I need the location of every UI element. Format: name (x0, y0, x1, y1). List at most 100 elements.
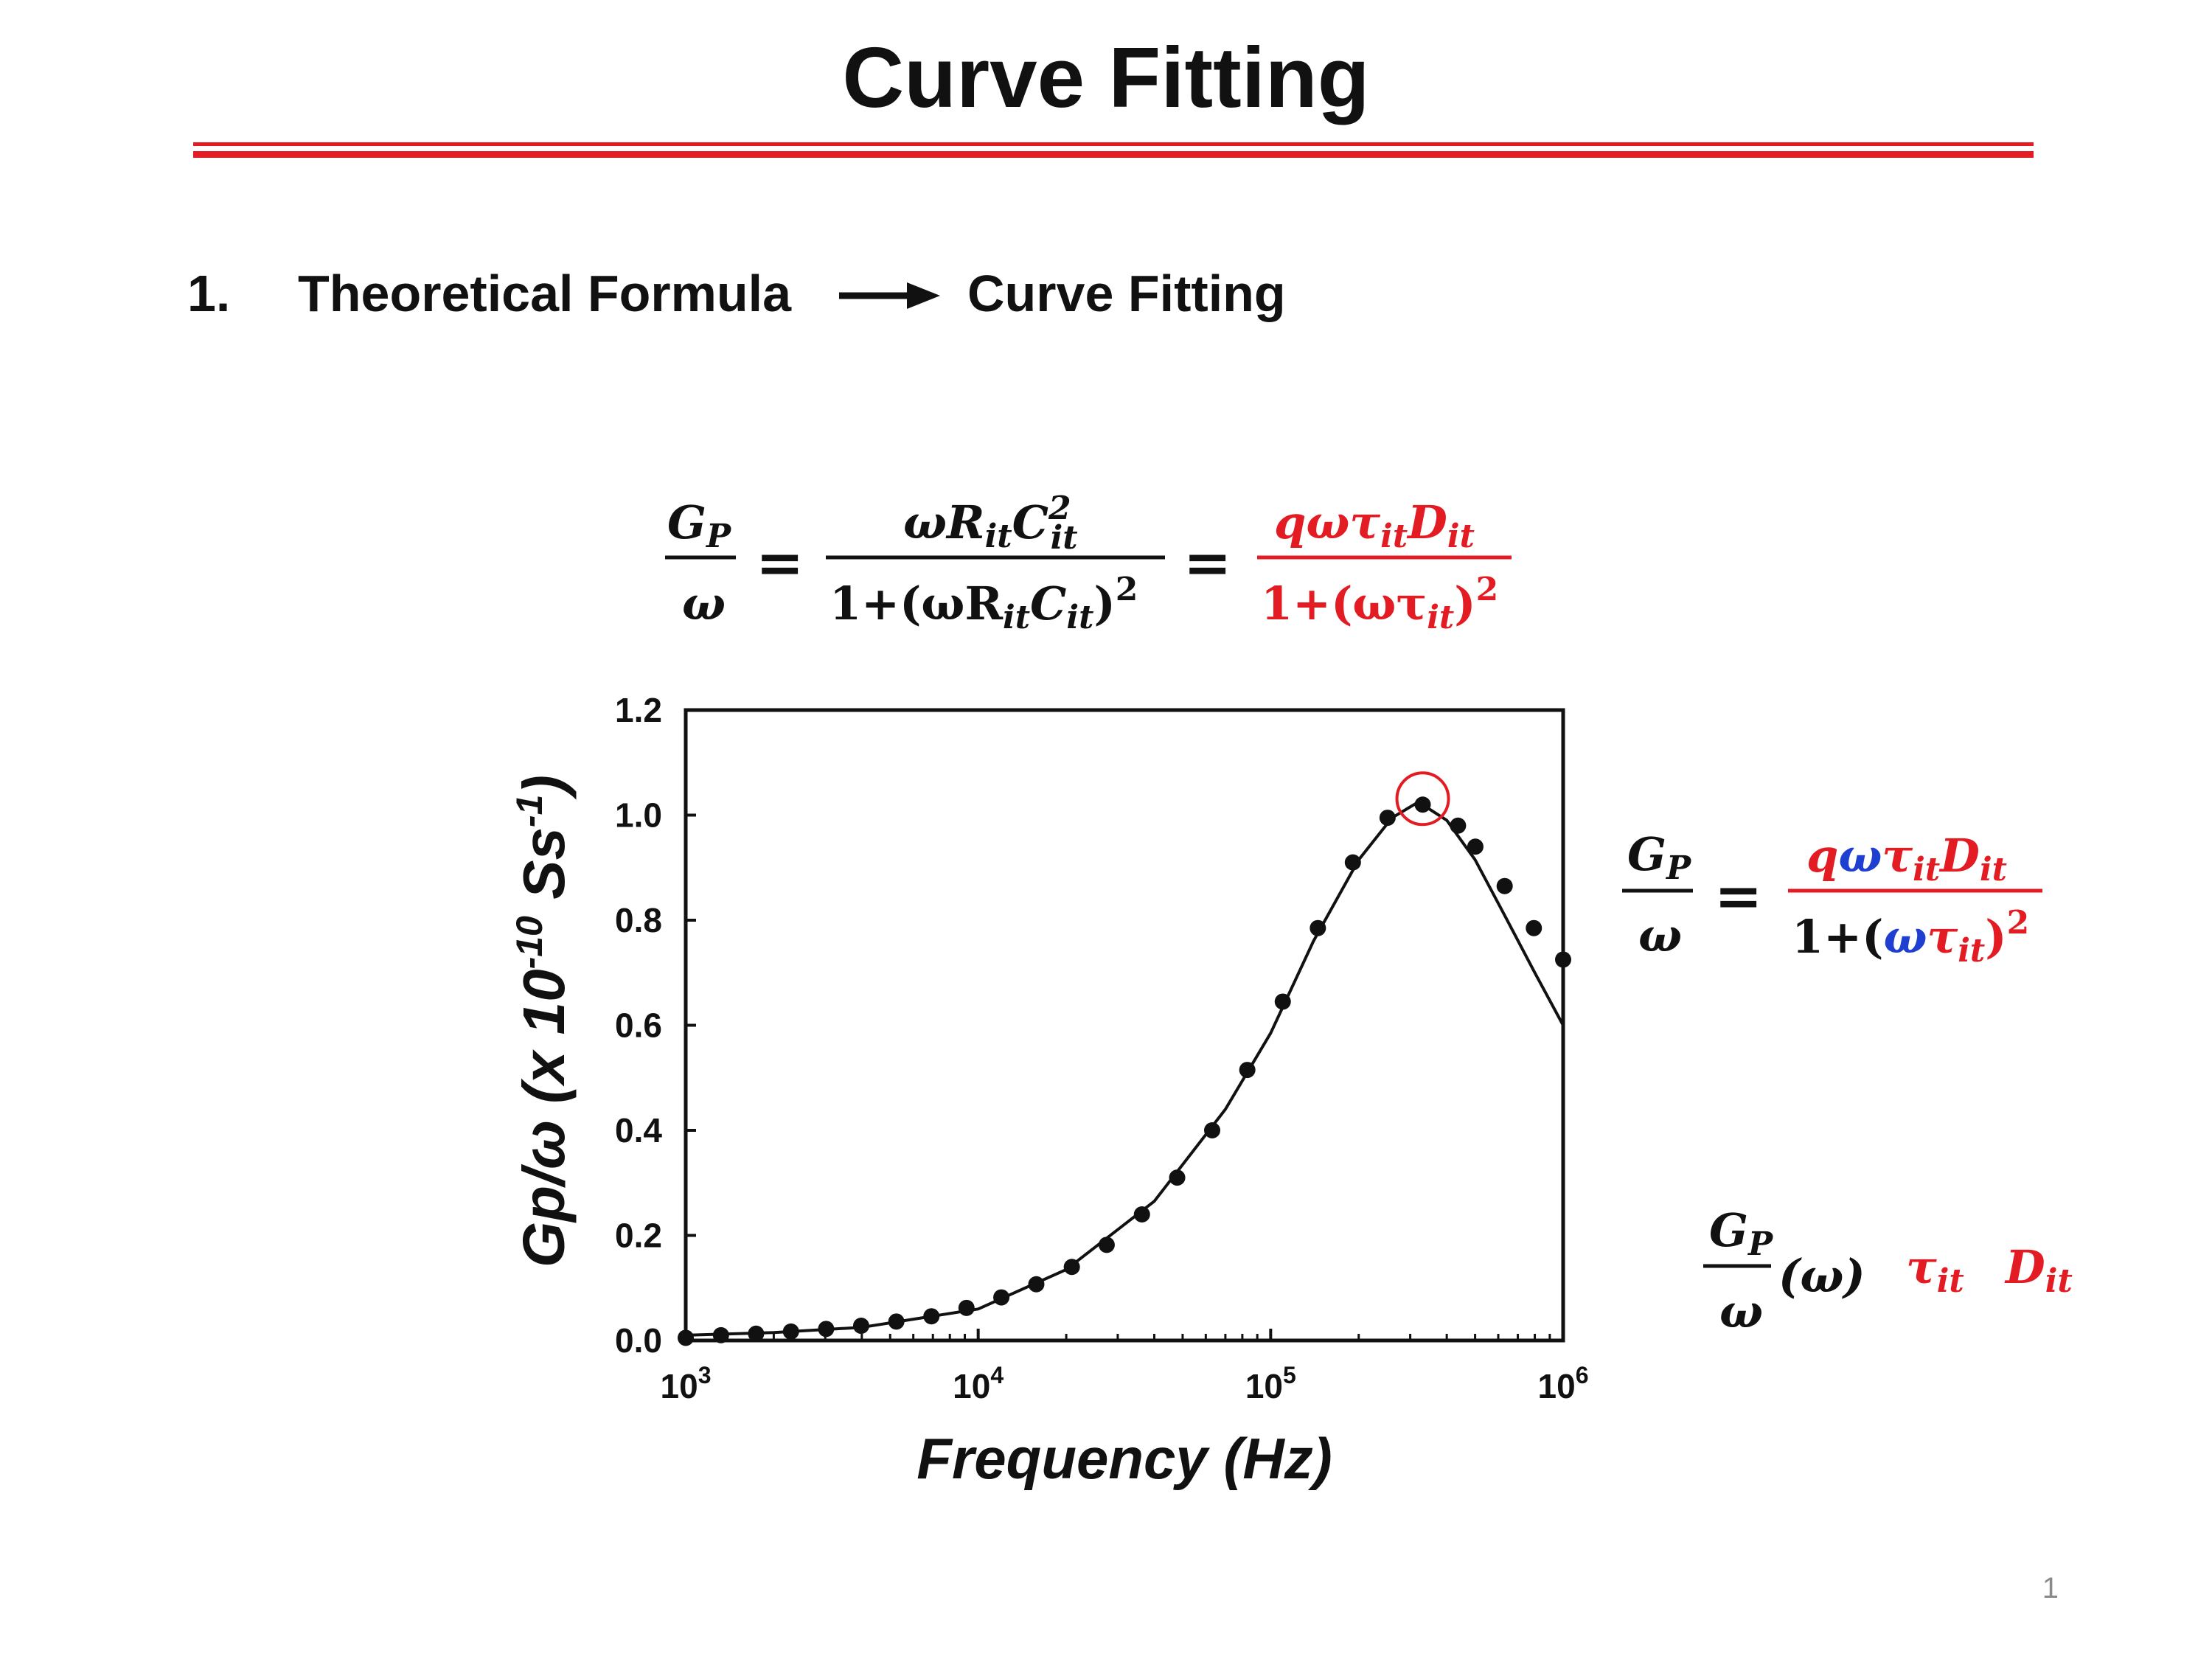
formula-side-den-b: ) (1985, 910, 2006, 964)
params-gp: G (1709, 1203, 1748, 1257)
formula-main-rhs-den-a: 1+(ωτ (1261, 577, 1427, 630)
y-tick-labels: 0.0 0.2 0.4 0.6 0.8 1.0 1.2 (615, 691, 662, 1360)
peak-highlight-circle (1395, 771, 1450, 827)
x-tick-label: 106 (1538, 1362, 1589, 1405)
axis-ticks (684, 709, 1565, 1342)
svg-text:1+(ωRitCit)2: 1+(ωRitCit)2 (830, 571, 1138, 636)
formula-main-gp-sub: P (705, 518, 732, 555)
formula-main-mid-den-c: ) (1093, 577, 1115, 630)
svg-text:qωτitDit: qωτitDit (1274, 495, 1475, 555)
y-axis-title: Gp/ω (x 10-10 Ss-1) (509, 775, 577, 1267)
formula-main-mid-den-a: 1+(ωR (830, 577, 1003, 630)
formula-side-num-d: D (1938, 829, 1980, 883)
formula-main-mid-num-sub-b: it (1051, 519, 1078, 557)
formula-side-den-tau: τ (1927, 910, 1958, 964)
formula-side-num-omega: ω (1838, 829, 1882, 883)
data-point (1274, 993, 1291, 1010)
formula-main-rhs-num-b: D (1406, 495, 1447, 549)
data-point (1344, 854, 1361, 871)
y-tick-label: 0.0 (615, 1321, 662, 1360)
formula-side-den-sub: it (1958, 932, 1985, 970)
data-point (958, 1299, 975, 1316)
data-point (1496, 877, 1513, 894)
formula-main-eq2: = (1183, 529, 1231, 597)
formula-main-mid-den-sub-b: it (1066, 599, 1093, 636)
x-axis-title: Frequency (Hz) (917, 1426, 1332, 1491)
svg-text:qωτitDit: qωτitDit (1806, 829, 2007, 888)
data-point (678, 1329, 694, 1346)
formula-side-gp-sub: P (1665, 849, 1692, 887)
data-point (1450, 817, 1467, 834)
formula-main-omega: ω (682, 577, 726, 630)
formula-side-den-sup: 2 (2007, 904, 2030, 942)
data-point (1169, 1169, 1186, 1186)
y-tick-label: 0.4 (615, 1111, 662, 1150)
y-tick-label: 1.0 (615, 796, 662, 835)
formula-main-mid-den-sup: 2 (1116, 571, 1138, 608)
page-number: 1 (2042, 1572, 2059, 1604)
y-tick-label: 1.2 (615, 691, 662, 729)
fit-parameters: GP ω (ω) τit Dit (1703, 1203, 2073, 1338)
data-point (748, 1325, 765, 1342)
params-tau: τ (1906, 1240, 1937, 1294)
fit-curve-layer (685, 800, 1565, 1337)
svg-text:GP: GP (1627, 827, 1692, 887)
formula-side-eq: = (1714, 863, 1762, 930)
formula-side-omega: ω (1638, 908, 1682, 962)
data-point (1204, 1122, 1221, 1138)
y-tick-label: 0.2 (615, 1217, 662, 1255)
formula-main-mid-num-sup-b: 2 (1048, 490, 1071, 527)
formula-side-num-sub-b: it (1980, 851, 2007, 888)
main-formula: GP ω = ωRitC2 it 1+(ωRitCit)2 = qωτitDit … (665, 490, 1512, 636)
data-point (1098, 1237, 1115, 1253)
data-point (993, 1289, 1010, 1306)
title-underline-thick (193, 151, 2034, 158)
params-gp-sub: P (1747, 1225, 1774, 1263)
svg-text:τit: τit (1906, 1240, 1964, 1300)
data-point (1467, 838, 1484, 855)
formula-main-mid-num-a: ωR (903, 495, 985, 549)
highlight-layer (1395, 771, 1450, 827)
y-tick-label: 0.8 (615, 901, 662, 939)
data-point (1063, 1259, 1080, 1276)
data-points-layer (678, 796, 1571, 1346)
formula-main-mid-num-b: C (1012, 495, 1048, 549)
x-tick-labels: 103 104 105 106 (661, 1362, 1589, 1405)
side-formula: GP ω = qωτitDit 1+(ωτit)2 (1622, 827, 2042, 970)
svg-text:1+(ωτit)2: 1+(ωτit)2 (1261, 571, 1498, 636)
data-point (1555, 951, 1571, 968)
formula-side-q: q (1806, 829, 1838, 883)
formula-main-rhs-den-sup: 2 (1476, 571, 1499, 608)
formula-side-gp: G (1627, 827, 1666, 881)
data-point (782, 1323, 799, 1340)
heading-number: 1. (187, 265, 231, 322)
data-point (818, 1321, 835, 1338)
data-point (1526, 919, 1543, 936)
formula-side-num-tau: τ (1882, 829, 1913, 883)
formula-side-num-sub-a: it (1913, 851, 1940, 888)
formula-main-mid-den-sub-a: it (1003, 599, 1030, 636)
params-tau-sub: it (1937, 1262, 1964, 1300)
params-d-sub: it (2045, 1262, 2073, 1300)
plot-frame (684, 708, 1565, 1343)
data-point (1414, 796, 1431, 813)
params-omega: ω (1719, 1284, 1763, 1338)
params-d: D (2004, 1240, 2045, 1294)
data-point (923, 1308, 940, 1325)
formula-main-rhs-num-a: qωτ (1274, 495, 1380, 549)
formula-main-mid-num-sub-a: it (985, 518, 1012, 555)
data-point (852, 1318, 869, 1335)
formula-main-rhs-num-sub-a: it (1380, 518, 1408, 555)
formula-side-den-a: 1+( (1792, 910, 1883, 964)
formula-main-gp: G (667, 495, 706, 549)
data-point (712, 1326, 729, 1343)
formula-side-den-omega: ω (1883, 910, 1927, 964)
x-tick-label: 104 (953, 1362, 1004, 1405)
formula-main-mid-den-b: C (1030, 577, 1066, 630)
formula-main-rhs-den-b: ) (1454, 577, 1475, 630)
data-point (1379, 810, 1396, 827)
formula-main-rhs-den-sub: it (1427, 599, 1454, 636)
svg-text:GP: GP (667, 495, 732, 555)
svg-text:GP: GP (1709, 1203, 1774, 1263)
